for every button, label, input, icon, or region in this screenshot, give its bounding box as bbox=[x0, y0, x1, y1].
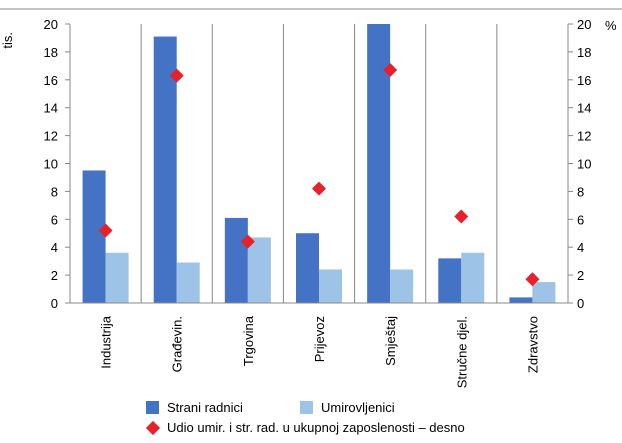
legend-item-strani-radnici: Strani radnici bbox=[146, 400, 243, 415]
left-axis-tick-label: 4 bbox=[51, 240, 58, 255]
x-axis-category-label: Građevin. bbox=[170, 316, 185, 372]
bar-umirovljenici bbox=[461, 252, 485, 303]
legend-item-udio: Udio umir. i str. rad. u ukupnoj zaposle… bbox=[145, 420, 465, 435]
left-axis-tick-label: 20 bbox=[44, 17, 58, 32]
x-axis-category-label: Stručne djel. bbox=[454, 316, 469, 388]
left-axis-tick-label: 10 bbox=[44, 157, 58, 172]
bar-umirovljenici bbox=[319, 269, 342, 303]
x-axis-category-label: Prijevoz bbox=[312, 316, 327, 362]
bar-umirovljenici bbox=[390, 269, 414, 303]
marker-udio bbox=[312, 181, 326, 196]
left-axis-tick-label: 2 bbox=[51, 268, 58, 283]
left-axis-tick-label: 8 bbox=[51, 184, 58, 199]
legend-swatch-strani-radnici bbox=[146, 401, 159, 414]
bar-umirovljenici bbox=[176, 262, 200, 303]
right-axis-tick-label: 16 bbox=[577, 73, 591, 88]
legend-swatch-umirovljenici bbox=[300, 401, 313, 414]
legend-label-umirovljenici: Umirovljenici bbox=[321, 400, 395, 415]
bar-strani-radnici bbox=[438, 258, 462, 303]
bar-strani-radnici bbox=[224, 217, 248, 303]
bar-strani-radnici bbox=[509, 297, 533, 303]
legend-label-strani-radnici: Strani radnici bbox=[167, 400, 243, 415]
marker-udio bbox=[169, 68, 184, 83]
left-axis-tick-label: 18 bbox=[44, 45, 58, 60]
legend-item-umirovljenici: Umirovljenici bbox=[300, 400, 395, 415]
left-axis-tick-label: 14 bbox=[44, 101, 58, 116]
chart: tis. % 0 2 4 6 8 10 12 14 16 18 20 0 2 4 6 8 10 12 14 16 18 2… bbox=[0, 8, 622, 388]
bar-strani-radnici bbox=[82, 170, 106, 303]
marker-udio bbox=[525, 272, 540, 287]
marker-udio bbox=[454, 209, 469, 224]
plot-area: 0 2 4 6 8 10 12 14 16 18 20 0 2 4 6 8 10 12 14 16 18 20 Indust… bbox=[44, 17, 592, 388]
right-axis-tick-label: 4 bbox=[577, 240, 584, 255]
legend-marker-udio bbox=[145, 420, 161, 435]
bar-umirovljenici bbox=[247, 237, 271, 303]
left-axis-tick-label: 6 bbox=[51, 212, 58, 227]
right-axis-tick-label: 10 bbox=[577, 157, 591, 172]
marker-udio bbox=[383, 63, 398, 78]
x-axis-category-label: Zdravstvo bbox=[525, 316, 540, 373]
bar-strani-radnici bbox=[296, 233, 319, 303]
right-axis-tick-label: 6 bbox=[577, 212, 584, 227]
right-axis-tick-label: 14 bbox=[577, 101, 591, 116]
left-axis-unit: tis. bbox=[0, 32, 15, 49]
bar-strani-radnici bbox=[153, 36, 177, 304]
marker-udio bbox=[240, 234, 255, 249]
right-axis-tick-label: 20 bbox=[577, 17, 591, 32]
right-axis-tick-label: 2 bbox=[577, 268, 584, 283]
right-axis-tick-label: 0 bbox=[577, 296, 584, 311]
marker-udio bbox=[98, 223, 113, 238]
bar-umirovljenici bbox=[105, 252, 129, 303]
left-axis-tick-label: 0 bbox=[51, 296, 58, 311]
bar-umirovljenici bbox=[532, 282, 556, 303]
right-axis-tick-label: 12 bbox=[577, 129, 591, 144]
bar-strani-radnici bbox=[367, 24, 391, 303]
right-axis-tick-label: 8 bbox=[577, 184, 584, 199]
right-axis-tick-label: 18 bbox=[577, 45, 591, 60]
x-axis-category-label: Trgovina bbox=[241, 315, 256, 366]
x-axis-category-label: Smještaj bbox=[383, 316, 398, 366]
legend-label-udio: Udio umir. i str. rad. u ukupnoj zaposle… bbox=[167, 420, 465, 435]
x-axis-category-label: Industrija bbox=[99, 315, 114, 369]
left-axis-tick-label: 16 bbox=[44, 73, 58, 88]
right-axis-unit: % bbox=[605, 18, 617, 33]
left-axis-tick-label: 12 bbox=[44, 129, 58, 144]
